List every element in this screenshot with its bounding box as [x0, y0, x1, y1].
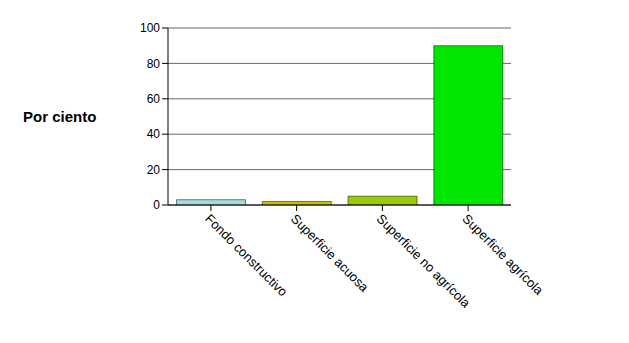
svg-text:80: 80: [147, 57, 161, 71]
svg-text:Fondo constructivo: Fondo constructivo: [202, 211, 290, 299]
svg-text:Por ciento: Por ciento: [23, 108, 96, 125]
svg-text:60: 60: [147, 92, 161, 106]
svg-text:Superficie agrícola: Superficie agrícola: [459, 211, 546, 298]
svg-text:Superficie acuosa: Superficie acuosa: [288, 211, 372, 295]
svg-text:100: 100: [140, 21, 160, 35]
svg-text:20: 20: [147, 163, 161, 177]
svg-text:40: 40: [147, 127, 161, 141]
svg-text:0: 0: [153, 198, 160, 212]
svg-text:Superficie no agrícola: Superficie no agrícola: [374, 211, 474, 311]
